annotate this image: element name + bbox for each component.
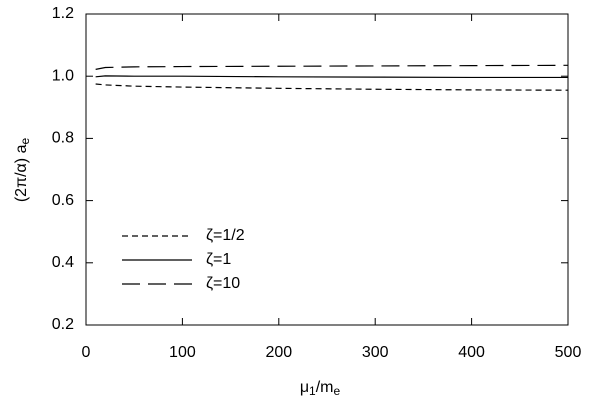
y-tick-label: 0.6 [52, 192, 74, 209]
series-line [95, 83, 569, 91]
plot-frame [85, 13, 569, 326]
x-tick-label: 0 [82, 344, 91, 361]
y-tick-label: 0.8 [52, 130, 74, 147]
x-tick-label: 200 [265, 344, 292, 361]
series-line [95, 75, 568, 79]
x-tick-label: 400 [458, 344, 485, 361]
legend-label: ζ=1 [206, 251, 231, 268]
x-tick-label: 100 [169, 344, 196, 361]
y-tick-label: 0.2 [52, 316, 74, 333]
x-tick-label: 500 [555, 344, 582, 361]
y-tick-label: 1.0 [52, 67, 74, 84]
x-tick-label: 300 [362, 344, 389, 361]
legend-label: ζ=10 [206, 275, 240, 292]
series-line [95, 64, 569, 70]
y-tick-label: 1.2 [52, 5, 74, 22]
y-axis-label: (2π/α) ae [13, 138, 32, 203]
legend-label: ζ=1/2 [206, 227, 245, 244]
y-tick-label: 0.4 [52, 254, 74, 271]
x-axis-label: μ1/me [300, 379, 341, 398]
